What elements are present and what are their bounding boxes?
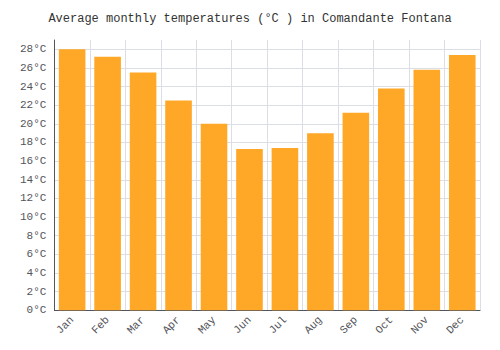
svg-text:Oct: Oct <box>373 314 395 336</box>
svg-text:20°C: 20°C <box>20 118 47 130</box>
svg-text:14°C: 14°C <box>20 174 47 186</box>
svg-text:2°C: 2°C <box>27 286 47 298</box>
svg-text:8°C: 8°C <box>27 230 47 242</box>
svg-text:Average monthly temperatures (: Average monthly temperatures (°C ) in Co… <box>48 12 451 26</box>
svg-text:Jun: Jun <box>231 314 253 336</box>
svg-text:0°C: 0°C <box>27 304 47 316</box>
svg-text:Apr: Apr <box>160 314 182 336</box>
svg-text:16°C: 16°C <box>20 155 47 167</box>
svg-text:24°C: 24°C <box>20 81 47 93</box>
svg-text:26°C: 26°C <box>20 62 47 74</box>
svg-text:18°C: 18°C <box>20 136 47 148</box>
svg-text:Jul: Jul <box>267 314 289 336</box>
svg-text:Nov: Nov <box>409 314 432 337</box>
svg-text:10°C: 10°C <box>20 211 47 223</box>
svg-text:Aug: Aug <box>302 314 324 336</box>
svg-text:Mar: Mar <box>125 314 147 336</box>
svg-text:4°C: 4°C <box>27 267 47 279</box>
svg-text:Dec: Dec <box>444 314 466 336</box>
svg-text:28°C: 28°C <box>20 43 47 55</box>
svg-text:May: May <box>196 314 219 337</box>
svg-text:Jan: Jan <box>54 314 76 336</box>
svg-text:Feb: Feb <box>89 314 111 336</box>
svg-text:6°C: 6°C <box>27 248 47 260</box>
svg-text:12°C: 12°C <box>20 192 47 204</box>
svg-text:22°C: 22°C <box>20 99 47 111</box>
svg-text:Sep: Sep <box>338 314 360 336</box>
